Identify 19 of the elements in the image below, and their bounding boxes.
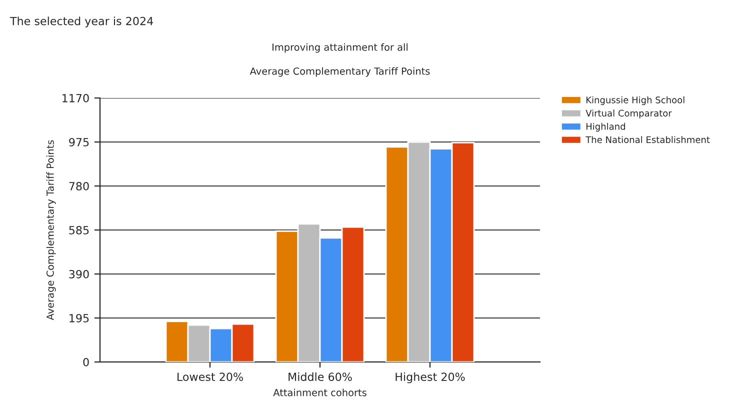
y-axis-title: Average Complementary Tariff Points: [46, 140, 56, 320]
legend-label: Kingussie High School: [586, 96, 684, 106]
y-tick-label: 0: [83, 358, 89, 366]
text: The selected year is 2024: [10, 16, 154, 28]
x-tick-label: Highest 20%: [396, 372, 465, 384]
chart-title: Improving attainment for all: [272, 43, 408, 53]
x-axis-title: Attainment cohorts: [273, 388, 366, 396]
y-tick-label: 195: [70, 314, 89, 322]
legend-label: Highland: [586, 122, 626, 132]
y-tick-label: 390: [69, 270, 89, 278]
chart-subtitle: Average Complementary Tariff Points: [250, 67, 430, 77]
x-tick-label: Lowest 20%: [178, 372, 243, 382]
x-tick-label: Middle 60%: [288, 372, 352, 382]
legend-label: The National Establishment: [586, 136, 710, 144]
y-tick-label: 975: [69, 138, 89, 146]
y-tick-label: 585: [69, 226, 89, 234]
y-tick-label: 780: [69, 182, 89, 190]
legend-label: Virtual Comparator: [586, 110, 672, 118]
y-tick-label: 1170: [62, 94, 89, 102]
